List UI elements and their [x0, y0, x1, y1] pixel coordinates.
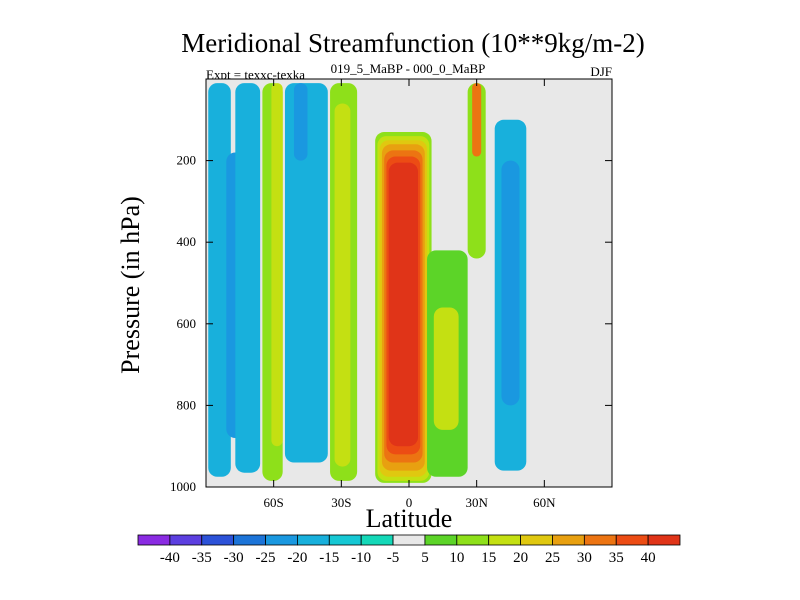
colorbar-label: -40 — [160, 550, 180, 566]
contour-region-sh-outer-cell-col1 — [208, 83, 231, 477]
x-tick-label: 60N — [533, 495, 556, 510]
colorbar-label: -35 — [192, 550, 212, 566]
colorbar-label: 20 — [513, 550, 528, 566]
y-tick-label: 400 — [177, 234, 197, 249]
y-axis: 200 400 600 800 1000 — [170, 153, 612, 494]
colorbar-label: 10 — [449, 550, 464, 566]
colorbar-swatch — [615, 534, 649, 546]
colorbar-swatch — [265, 534, 298, 546]
colorbar-swatch — [424, 534, 458, 546]
contour-region-sh-neg-band-core — [293, 83, 308, 161]
y-tick-label: 600 — [177, 316, 197, 331]
colorbar-swatch — [328, 534, 362, 546]
y-tick-label: 200 — [177, 153, 197, 168]
left-label: Expt = texxc-texka — [206, 67, 305, 82]
contour-region-sh-outer-cell-col2 — [235, 83, 261, 473]
contour-region-sh-pos-band1-core — [271, 83, 283, 447]
contour-region-sh-pos-band2-core — [334, 103, 351, 467]
contour-region-nh-upper-pos-core — [472, 83, 482, 157]
x-tick-label: 60S — [264, 495, 284, 510]
colorbar-swatch — [297, 534, 330, 546]
colorbar-label: 35 — [609, 550, 624, 566]
colorbar-swatch — [488, 534, 521, 546]
contour-plot — [206, 79, 612, 487]
x-tick-label: 30N — [465, 495, 488, 510]
colorbar-label: -10 — [351, 550, 371, 566]
colorbar-swatch — [360, 534, 394, 546]
colorbar: -40 -35 -30 -25 -20 -15 -10 -5 5 10 15 20 25 30 35 40 — [137, 534, 681, 566]
colorbar-label: 40 — [641, 550, 656, 566]
y-axis-label: Pressure (in hPa) — [116, 196, 145, 374]
x-tick-label: 0 — [406, 495, 413, 510]
colorbar-label: 15 — [481, 550, 496, 566]
colorbar-swatch — [456, 534, 490, 546]
colorbar-swatch — [392, 534, 426, 546]
colorbar-label: 25 — [545, 550, 560, 566]
colorbar-label: -5 — [387, 550, 400, 566]
center-label: 019_5_MaBP - 000_0_MaBP — [331, 61, 486, 76]
colorbar-label: -25 — [256, 550, 276, 566]
colorbar-swatch — [583, 534, 617, 546]
colorbar-swatch — [647, 534, 681, 546]
colorbar-swatch — [201, 534, 235, 546]
colorbar-label: 30 — [577, 550, 592, 566]
right-label: DJF — [590, 64, 612, 79]
colorbar-swatch — [233, 534, 266, 546]
colorbar-swatch — [137, 534, 171, 546]
colorbar-label: -15 — [319, 550, 339, 566]
chart-title: Meridional Streamfunction (10**9kg/m-2) — [181, 28, 644, 58]
contour-region-nh-pos-1-core — [433, 307, 459, 430]
x-axis: 60S 30S 0 30N 60N — [264, 79, 556, 510]
contour-region-sh-neg-band — [284, 83, 328, 463]
colorbar-label: 5 — [421, 550, 429, 566]
contour-region-nh-neg-core — [501, 160, 520, 406]
x-axis-label: Latitude — [366, 504, 453, 533]
x-tick-label: 30S — [331, 495, 351, 510]
y-tick-label: 1000 — [170, 479, 196, 494]
y-tick-label: 800 — [177, 397, 197, 412]
colorbar-label: -30 — [224, 550, 244, 566]
colorbar-swatch — [520, 534, 553, 546]
contour-region-eq-cell-7 — [388, 162, 419, 447]
colorbar-swatch — [552, 534, 585, 546]
colorbar-label: -20 — [287, 550, 307, 566]
colorbar-swatch — [169, 534, 203, 546]
